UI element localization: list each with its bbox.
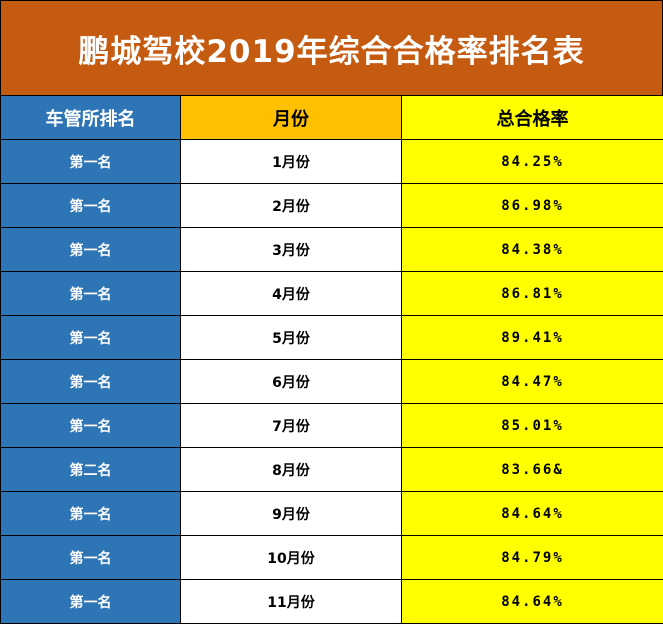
table-row: 第一名 3月份 84.38% bbox=[0, 227, 663, 272]
month-cell: 9月份 bbox=[180, 491, 402, 536]
rank-cell: 第一名 bbox=[0, 579, 181, 624]
table-row: 第一名 7月份 85.01% bbox=[0, 403, 663, 448]
table-row: 第一名 6月份 84.47% bbox=[0, 359, 663, 404]
month-cell: 3月份 bbox=[180, 227, 402, 272]
month-cell: 5月份 bbox=[180, 315, 402, 360]
table-row: 第一名 5月份 89.41% bbox=[0, 315, 663, 360]
table-row: 第一名 4月份 86.81% bbox=[0, 271, 663, 316]
rate-cell: 84.64% bbox=[401, 579, 663, 624]
rate-cell: 83.66& bbox=[401, 447, 663, 492]
rate-cell: 84.64% bbox=[401, 491, 663, 536]
ranking-table: 车管所排名 月份 总合格率 第一名 1月份 84.25% 第一名 2月份 86.… bbox=[0, 95, 663, 624]
month-cell: 4月份 bbox=[180, 271, 402, 316]
month-cell: 11月份 bbox=[180, 579, 402, 624]
table-row: 第一名 2月份 86.98% bbox=[0, 183, 663, 228]
month-cell: 8月份 bbox=[180, 447, 402, 492]
rank-cell: 第一名 bbox=[0, 535, 181, 580]
rank-cell: 第一名 bbox=[0, 491, 181, 536]
sheet-title: 鹏城驾校2019年综合合格率排名表 bbox=[0, 0, 663, 96]
header-row: 车管所排名 月份 总合格率 bbox=[0, 95, 663, 140]
header-month: 月份 bbox=[180, 95, 402, 140]
header-rank: 车管所排名 bbox=[0, 95, 181, 140]
rank-cell: 第一名 bbox=[0, 183, 181, 228]
header-rate: 总合格率 bbox=[401, 95, 663, 140]
rank-cell: 第一名 bbox=[0, 227, 181, 272]
table-row: 第一名 11月份 84.64% bbox=[0, 579, 663, 624]
rank-cell: 第一名 bbox=[0, 403, 181, 448]
month-cell: 10月份 bbox=[180, 535, 402, 580]
month-cell: 1月份 bbox=[180, 139, 402, 184]
rate-cell: 84.38% bbox=[401, 227, 663, 272]
month-cell: 7月份 bbox=[180, 403, 402, 448]
rate-cell: 85.01% bbox=[401, 403, 663, 448]
rank-cell: 第一名 bbox=[0, 271, 181, 316]
month-cell: 2月份 bbox=[180, 183, 402, 228]
rank-cell: 第一名 bbox=[0, 315, 181, 360]
month-cell: 6月份 bbox=[180, 359, 402, 404]
rank-cell: 第一名 bbox=[0, 139, 181, 184]
table-row: 第一名 10月份 84.79% bbox=[0, 535, 663, 580]
rate-cell: 84.79% bbox=[401, 535, 663, 580]
rate-cell: 86.98% bbox=[401, 183, 663, 228]
rate-cell: 86.81% bbox=[401, 271, 663, 316]
rate-cell: 89.41% bbox=[401, 315, 663, 360]
rank-cell: 第二名 bbox=[0, 447, 181, 492]
rate-cell: 84.25% bbox=[401, 139, 663, 184]
table-row: 第一名 9月份 84.64% bbox=[0, 491, 663, 536]
rank-cell: 第一名 bbox=[0, 359, 181, 404]
table-row: 第一名 1月份 84.25% bbox=[0, 139, 663, 184]
rate-cell: 84.47% bbox=[401, 359, 663, 404]
table-row: 第二名 8月份 83.66& bbox=[0, 447, 663, 492]
